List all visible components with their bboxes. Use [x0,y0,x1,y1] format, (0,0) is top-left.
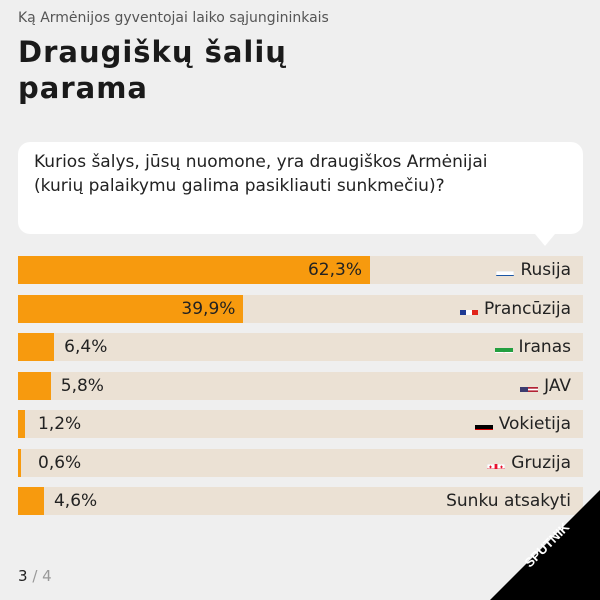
category-label: Iranas [494,333,571,361]
bar-value-label: 4,6% [53,491,98,511]
bar-row: 62,3% Rusija [18,256,583,284]
iran-flag-icon [494,341,513,353]
bar [18,256,370,284]
bar-row: 6,4% Iranas [18,333,583,361]
chart-title: Draugiškų šalių parama [18,35,287,105]
bar [18,448,22,477]
category-label: Vokietija [474,410,571,438]
bar-row: 0,6% Gruzija [18,448,583,477]
category-label: Sunku atsakyti [446,487,571,515]
bar-row: 39,9% Prancūzija [18,294,583,323]
page-total: / 4 [32,567,52,585]
bar-row: 5,8% JAV [18,371,583,400]
page-current: 3 [18,567,28,585]
usa-flag-icon [520,380,539,392]
category-name: Rusija [520,260,571,280]
bar-value-label: 62,3% [307,260,362,280]
bar-value-label: 0,6% [38,452,82,473]
germany-flag-icon [474,418,493,430]
bar-value-label: 39,9% [181,298,236,319]
category-name: Vokietija [498,414,571,434]
bar-value-label: 6,4% [64,337,108,357]
category-name: Gruzija [511,452,571,473]
sputnik-logo: SPUTNIK [490,490,600,600]
category-label: Prancūzija [459,295,571,323]
category-name: Prancūzija [483,298,571,319]
category-name: Sunku atsakyti [446,491,571,511]
russia-flag-icon [496,264,515,276]
category-name: JAV [544,375,571,396]
bar [18,333,55,361]
bar-row: 4,6% Sunku atsakyti [18,487,583,515]
question-bubble: Kurios šalys, jūsų nuomone, yra draugišk… [18,142,583,246]
bar-row: 1,2% Vokietija [18,410,583,438]
bar [18,410,25,438]
question-text: Kurios šalys, jūsų nuomone, yra draugišk… [34,152,488,196]
georgia-flag-icon [487,457,506,469]
category-name: Iranas [518,337,571,357]
category-label: Rusija [496,256,571,284]
bar [18,294,244,323]
bar [18,487,44,515]
bubble-tail [535,234,555,246]
category-label: Gruzija [487,449,571,477]
bar-value-label: 5,8% [60,375,104,396]
page-indicator: 3 / 4 [18,567,52,585]
france-flag-icon [459,303,478,315]
bar [18,371,51,400]
chart-subtitle: Ką Armėnijos gyventojai laiko sąjunginin… [18,10,329,26]
bar-value-label: 1,2% [38,414,82,434]
category-label: JAV [520,372,571,400]
